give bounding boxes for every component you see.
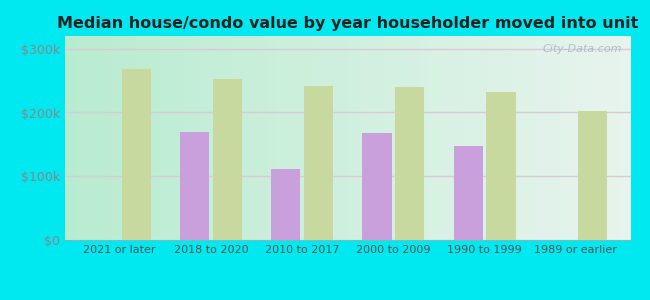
Bar xyxy=(362,133,391,240)
Bar xyxy=(271,169,300,240)
Bar xyxy=(454,146,483,240)
Title: Median house/condo value by year householder moved into unit: Median house/condo value by year househo… xyxy=(57,16,638,31)
Bar xyxy=(180,132,209,240)
Text: City-Data.com: City-Data.com xyxy=(543,44,622,54)
Bar xyxy=(578,111,607,240)
Bar xyxy=(395,87,424,240)
Bar xyxy=(213,79,242,240)
Bar xyxy=(486,92,515,240)
Bar xyxy=(304,86,333,240)
Bar xyxy=(122,69,151,240)
